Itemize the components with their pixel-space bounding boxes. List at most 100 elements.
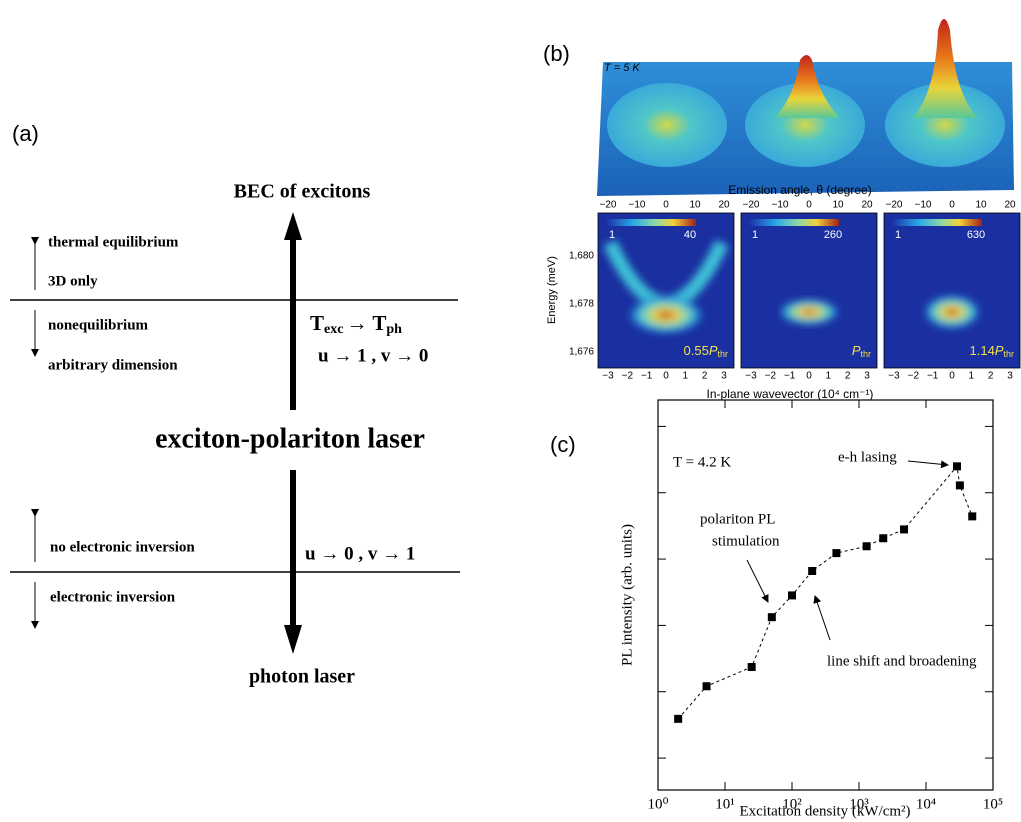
heatmap bbox=[883, 212, 1021, 369]
annotation: line shift and broadening bbox=[827, 653, 977, 669]
panel-label: (b) bbox=[543, 41, 570, 66]
y-tick-label: 1,676 bbox=[569, 347, 594, 358]
colorbar bbox=[606, 219, 696, 226]
data-point bbox=[832, 549, 841, 558]
subscript: thr bbox=[717, 349, 728, 359]
center-label: exciton-polariton laser bbox=[155, 423, 425, 454]
data-point bbox=[955, 481, 964, 490]
colorbar-min: 1 bbox=[609, 229, 615, 241]
top-tick-label: −10 bbox=[629, 200, 646, 211]
x-tick-label: −2 bbox=[622, 371, 634, 382]
colorbar bbox=[749, 219, 839, 226]
top-tick-label: 0 bbox=[949, 200, 955, 211]
spot bbox=[922, 294, 982, 330]
colorbar bbox=[892, 219, 982, 226]
panel-c: (c) Excitation density (kW/cm²) PL inten… bbox=[550, 399, 1003, 819]
x-tick-label: −3 bbox=[745, 371, 757, 382]
annotation: T = 4.2 K bbox=[673, 454, 731, 470]
regime-label: no electronic inversion bbox=[50, 539, 195, 555]
top-tick-label: −20 bbox=[743, 200, 760, 211]
top-tick-label: 10 bbox=[975, 200, 987, 211]
relation: Texc → Tph bbox=[310, 311, 402, 337]
annotation-arrow bbox=[813, 595, 831, 641]
disk bbox=[885, 83, 1005, 167]
data-point bbox=[808, 566, 817, 575]
annotation: polariton PL bbox=[700, 511, 775, 527]
symbol: P bbox=[852, 343, 861, 358]
heatmap bbox=[597, 212, 735, 369]
x-tick-label: −3 bbox=[888, 371, 900, 382]
x-tick-label: 1 bbox=[969, 371, 975, 382]
arrow-head bbox=[284, 212, 302, 240]
x-tick-label: 2 bbox=[988, 371, 994, 382]
x-tick-label: 10¹ bbox=[715, 796, 735, 812]
panel-a: (a) BEC of excitons thermal equilibrium … bbox=[10, 121, 460, 688]
symbol: P bbox=[995, 343, 1004, 358]
x-tick-label: 1 bbox=[826, 371, 832, 382]
top-tick-label: 20 bbox=[861, 200, 873, 211]
heatmap bbox=[740, 212, 878, 369]
top-tick-label: −20 bbox=[600, 200, 617, 211]
top-label: BEC of excitons bbox=[234, 181, 371, 203]
coefficient: 0.55 bbox=[684, 343, 709, 358]
data-point bbox=[968, 512, 977, 521]
x-tick-label: 10⁵ bbox=[983, 796, 1003, 812]
annotation-arrow bbox=[746, 559, 769, 603]
spot bbox=[626, 295, 706, 335]
temperature: T = 5 K bbox=[604, 62, 640, 74]
data-point bbox=[747, 662, 756, 671]
map-label: Pthr bbox=[852, 343, 871, 359]
regime-label: thermal equilibrium bbox=[48, 234, 179, 250]
data-point bbox=[862, 542, 871, 551]
colorbar-min: 1 bbox=[752, 229, 758, 241]
top-tick-label: 20 bbox=[718, 200, 730, 211]
axis-title: Energy (meV) bbox=[546, 256, 558, 324]
colorbar-min: 1 bbox=[895, 229, 901, 241]
panel-label: (c) bbox=[550, 432, 576, 457]
heatmap-intensity bbox=[777, 298, 841, 326]
annotation-arrow bbox=[907, 460, 949, 469]
plot-frame bbox=[657, 399, 994, 791]
limit: u → 1 , v → 0 bbox=[318, 345, 428, 366]
x-tick-label: −1 bbox=[641, 371, 653, 382]
colorbar-max: 630 bbox=[967, 229, 985, 241]
x-tick-label: −1 bbox=[927, 371, 939, 382]
annotation: e-h lasing bbox=[838, 449, 897, 465]
x-tick-label: 10⁴ bbox=[916, 796, 936, 812]
symbol: → T bbox=[346, 311, 386, 335]
spot bbox=[777, 298, 841, 326]
coefficient: 1.14 bbox=[970, 343, 995, 358]
x-axis-title: Excitation density (kW/cm²) bbox=[739, 803, 910, 819]
limit: u → 0 , v → 1 bbox=[305, 543, 415, 564]
x-tick-label: 2 bbox=[845, 371, 851, 382]
heatmap-intensity bbox=[603, 240, 729, 335]
top-tick-label: 10 bbox=[832, 200, 844, 211]
x-tick-label: 1 bbox=[683, 371, 689, 382]
x-tick-label: 10⁰ bbox=[647, 796, 668, 812]
colorbar-max: 260 bbox=[824, 229, 842, 241]
x-tick-label: −2 bbox=[908, 371, 920, 382]
regime-label: 3D only bbox=[48, 273, 98, 289]
data-point bbox=[900, 525, 909, 534]
disk bbox=[745, 83, 865, 167]
data-point bbox=[674, 714, 683, 723]
regime-label: electronic inversion bbox=[50, 589, 176, 605]
annotation: stimulation bbox=[712, 533, 780, 549]
x-tick-label: −1 bbox=[784, 371, 796, 382]
data-point bbox=[767, 613, 776, 622]
top-tick-label: −20 bbox=[886, 200, 903, 211]
regime-label: nonequilibrium bbox=[48, 317, 149, 333]
x-tick-label: −3 bbox=[602, 371, 614, 382]
x-tick-label: 3 bbox=[1007, 371, 1013, 382]
x-tick-label: 2 bbox=[702, 371, 708, 382]
axis-title: In-plane wavevector (10⁴ cm⁻¹) bbox=[707, 387, 874, 401]
y-axis-title: PL intensity (arb. units) bbox=[619, 524, 635, 666]
panel-b: (b) T = 5 K Emission angle, θ (degree) E… bbox=[543, 19, 1021, 401]
subscript: exc bbox=[324, 322, 343, 337]
x-tick-label: −2 bbox=[765, 371, 777, 382]
panel-label: (a) bbox=[12, 121, 39, 146]
axis-title: Emission angle, θ (degree) bbox=[728, 183, 871, 197]
y-tick-label: 1,680 bbox=[569, 251, 594, 262]
subscript: thr bbox=[1003, 349, 1014, 359]
